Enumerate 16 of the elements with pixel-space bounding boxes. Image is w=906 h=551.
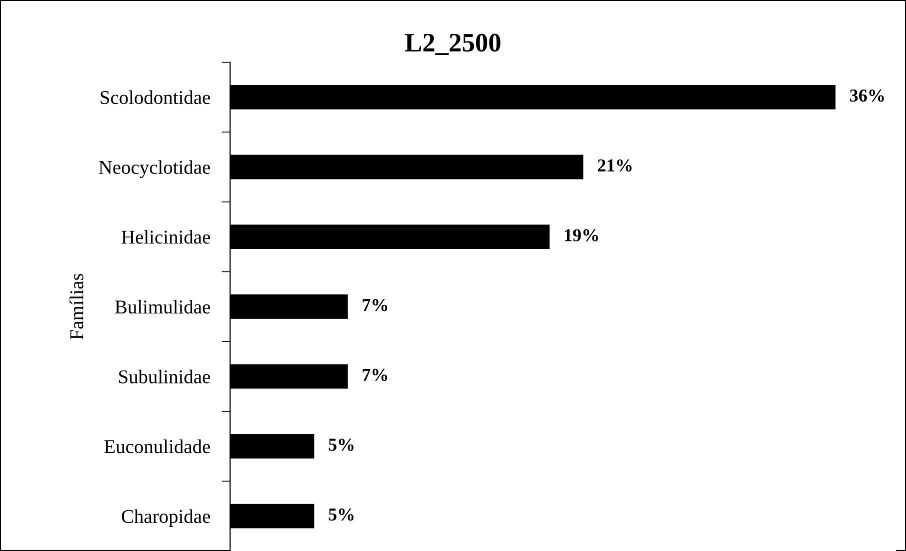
y-tick-label: Charopidae xyxy=(122,509,210,527)
data-label: 36% xyxy=(850,90,884,102)
y-tick-label: Subulinidae xyxy=(119,370,210,384)
y-tick-label: Euconulidade xyxy=(104,440,210,454)
data-label: 19% xyxy=(564,229,598,242)
y-tick-label: Helicinidae xyxy=(122,230,210,244)
data-label: 5% xyxy=(328,438,354,451)
data-label: 7% xyxy=(362,368,388,382)
chart-title: L2_2500 xyxy=(405,34,500,56)
y-tick-label: Scolodontidae xyxy=(100,90,210,104)
data-label: 7% xyxy=(362,298,388,312)
y-tick-label: Neocyclotidae xyxy=(98,160,210,178)
y-axis-title: Famílias xyxy=(70,274,84,340)
data-label: 21% xyxy=(598,159,632,172)
data-label: 5% xyxy=(328,508,354,521)
y-tick-label: Bulimulidae xyxy=(115,300,210,314)
